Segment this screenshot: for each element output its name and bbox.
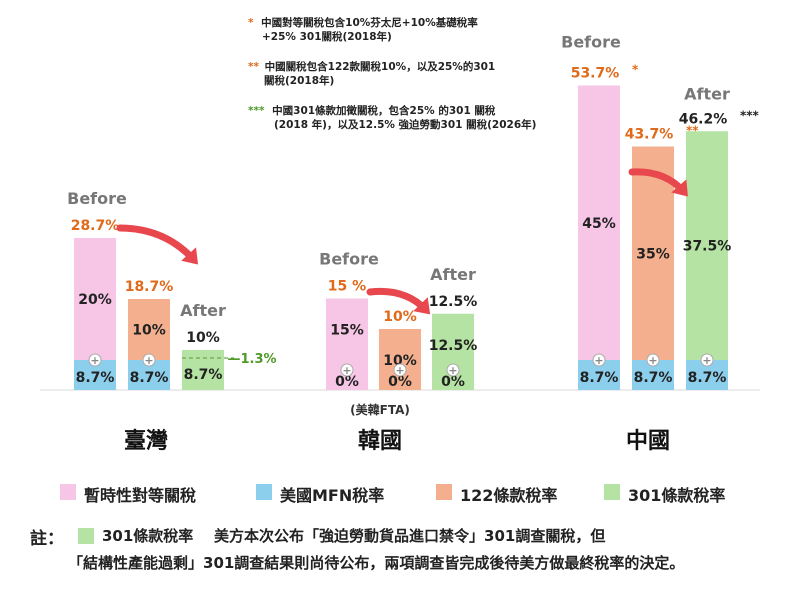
label-2-2-mfn: 8.7% [688, 370, 727, 386]
total-1-2: 12.5% [429, 294, 478, 310]
plus-sign-1-0: + [342, 364, 351, 377]
total-1-0: 15 % [328, 279, 366, 295]
label-0-0-reciprocal: 20% [78, 292, 112, 308]
plus-sign-2-0: + [594, 354, 603, 367]
bar-2-2-s301 [686, 131, 728, 360]
legend-swatch-301 [604, 484, 620, 500]
footnote-2-line-1: 中國關稅包含122款關稅10%，以及25%的301 [264, 61, 496, 73]
note-prefix: 註： [30, 529, 64, 549]
note-legend-label: 301條款稅率 [102, 527, 194, 545]
note-swatch-301 [78, 528, 94, 544]
before-label-0: Before [67, 189, 127, 208]
footnote-2-mark: ** [248, 61, 259, 73]
label-0-1-s122: 10% [132, 323, 166, 339]
plus-circle-1-2 [446, 363, 460, 377]
legend-label-mfn: 美國MFN稅率 [280, 486, 385, 505]
plus-sign-0-1: + [144, 354, 153, 367]
legend-label-301: 301條款稅率 [628, 486, 726, 505]
plus-sign-1-1: + [395, 364, 404, 377]
legend-label-reciprocal: 暫時性對等關稅 [84, 486, 197, 505]
label-taiwan-after-side: —1.3% [227, 352, 276, 367]
total-2-0: 53.7% [571, 66, 620, 82]
plus-circle-2-0 [592, 353, 606, 367]
label-2-1-s122: 35% [636, 246, 670, 262]
label-1-0-mfn: 0% [335, 374, 359, 390]
label-1-2-mfn: 0% [441, 374, 465, 390]
plus-circle-0-0 [88, 353, 102, 367]
footnote-1: * 中國對等關稅包含10%芬太尼+10%基礎稅率 +25% 301關稅(2018… [248, 16, 478, 44]
label-1-1-mfn: 0% [388, 374, 412, 390]
trend-arrow-0 [116, 224, 198, 264]
bar-taiwan-after [182, 350, 224, 390]
plus-circle-2-2 [700, 353, 714, 367]
mark-2-2: *** [740, 108, 760, 122]
note-line-1: 美方本次公布「強迫勞動貨品進口禁令」301調查關稅，但 [214, 527, 606, 545]
before-label-1: Before [319, 250, 379, 269]
label-taiwan-after-segment: 8.7% [184, 367, 223, 383]
footnote-1-line-2: +25% 301關稅(2018年) [262, 31, 392, 43]
total-2-2: 46.2% [679, 111, 728, 127]
legend-swatch-122 [436, 484, 452, 500]
footnote-3-line-2: (2018 年)，以及12.5% 強迫勞動301 關稅(2026年) [274, 119, 537, 131]
plus-sign-0-0: + [90, 354, 99, 367]
plus-sign-2-2: + [702, 354, 711, 367]
total-1-1: 10% [383, 309, 417, 325]
tariff-chart: 20% 8.7% +28.7% 10% 8.7% +18.7% 8.7% —1.3% 10% Be… [40, 33, 760, 454]
label-1-2-s301: 12.5% [429, 338, 478, 354]
label-0-1-mfn: 8.7% [130, 370, 169, 386]
trend-arrow-head-0 [181, 247, 199, 265]
group-sublabel-1: (美韓FTA) [350, 402, 410, 417]
group-name-1: 韓國 [358, 428, 402, 454]
mark-2-0: * [632, 63, 639, 77]
footnote-2-line-2: 關稅(2018年) [264, 75, 335, 87]
trend-arrow-head-1 [413, 297, 431, 315]
label-2-2-s301: 37.5% [683, 239, 732, 255]
plus-sign-1-2: + [448, 364, 457, 377]
group-name-0: 臺灣 [124, 429, 168, 454]
trend-arrow-head-2 [671, 179, 688, 197]
label-2-0-reciprocal: 45% [582, 216, 616, 232]
bar-2-0-reciprocal [578, 85, 620, 360]
total-0-0: 28.7% [71, 218, 120, 234]
total-0-1: 18.7% [125, 279, 174, 295]
legend-swatch-mfn [256, 484, 272, 500]
bar-0-1-s122 [128, 299, 170, 360]
plus-circle-2-1 [646, 353, 660, 367]
footnote-1-mark: * [248, 17, 254, 29]
label-0-0-mfn: 8.7% [76, 370, 115, 386]
total-0-2: 10% [186, 330, 220, 346]
legend-label-122: 122條款稅率 [460, 486, 558, 505]
bar-1-1-s122 [379, 329, 421, 390]
plus-circle-1-0 [340, 363, 354, 377]
bar-1-2-s301 [432, 313, 474, 390]
label-2-1-mfn: 8.7% [634, 370, 673, 386]
footnote-2: ** 中國關稅包含122款關稅10%，以及25%的301 關稅(2018年) [248, 60, 495, 88]
after-label-1: After [430, 265, 476, 284]
footnote-3-mark: *** [248, 105, 265, 117]
label-2-0-mfn: 8.7% [580, 370, 619, 386]
group-name-2: 中國 [626, 429, 670, 454]
label-1-1-s122: 10% [383, 353, 417, 369]
plus-sign-2-1: + [648, 354, 657, 367]
plus-circle-1-1 [393, 363, 407, 377]
label-1-0-reciprocal: 15% [330, 323, 364, 339]
plus-circle-0-1 [142, 353, 156, 367]
legend-swatch-reciprocal [60, 484, 76, 500]
bar-0-0-reciprocal [74, 238, 116, 360]
before-label-2: Before [561, 33, 621, 52]
total-2-1: 43.7% [625, 127, 674, 143]
footnote-3-line-1: 中國301條款加徵關稅，包含25% 的301 關稅 [272, 105, 496, 117]
note-line-2: 「結構性產能過剩」301調查結果則尚待公布，兩項調查皆完成後待美方做最終稅率的決… [68, 554, 685, 572]
after-label-0: After [180, 301, 226, 320]
footnote-1-line-1: 中國對等關稅包含10%芬太尼+10%基礎稅率 [261, 17, 478, 29]
after-label-2: After [684, 84, 730, 103]
footnote-3: *** 中國301條款加徵關稅，包含25% 的301 關稅 (2018 年)，以… [248, 104, 536, 132]
